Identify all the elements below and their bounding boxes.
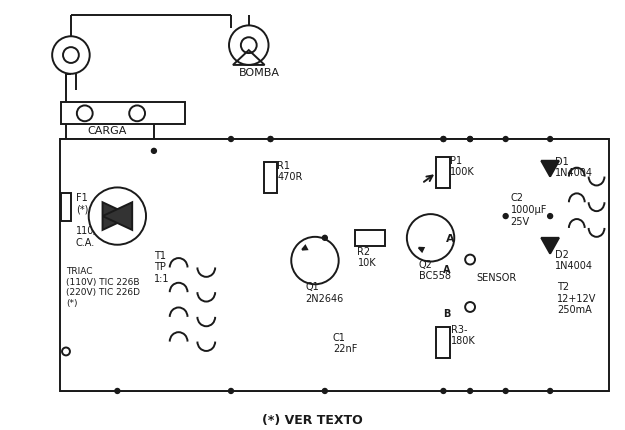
Circle shape bbox=[322, 235, 328, 240]
Text: D2
1N4004: D2 1N4004 bbox=[555, 250, 593, 271]
Text: F1
(*): F1 (*) bbox=[76, 194, 88, 215]
Circle shape bbox=[241, 37, 257, 53]
Text: C2
1000μF
25V: C2 1000μF 25V bbox=[511, 194, 547, 227]
Circle shape bbox=[322, 388, 328, 393]
Bar bbox=[61, 102, 184, 124]
Polygon shape bbox=[302, 246, 307, 250]
Text: TRIAC
(110V) TIC 226B
(220V) TIC 226D
(*): TRIAC (110V) TIC 226B (220V) TIC 226D (*… bbox=[66, 267, 140, 307]
Circle shape bbox=[503, 388, 508, 393]
Circle shape bbox=[63, 47, 79, 63]
Text: (*) VER TEXTO: (*) VER TEXTO bbox=[262, 414, 362, 427]
Text: T1
TP
1:1: T1 TP 1:1 bbox=[154, 251, 169, 284]
Polygon shape bbox=[102, 202, 132, 230]
Polygon shape bbox=[541, 238, 559, 254]
Text: SENSOR: SENSOR bbox=[476, 273, 516, 283]
Circle shape bbox=[503, 214, 508, 218]
Text: Q1
2N2646: Q1 2N2646 bbox=[305, 282, 343, 304]
Circle shape bbox=[441, 137, 446, 141]
Circle shape bbox=[268, 137, 273, 141]
Circle shape bbox=[468, 388, 472, 393]
Text: BOMBA: BOMBA bbox=[239, 68, 280, 78]
Circle shape bbox=[229, 388, 234, 393]
Text: R1
470R: R1 470R bbox=[278, 161, 302, 182]
Bar bbox=[264, 162, 278, 194]
Text: T2
12+12V
250mA: T2 12+12V 250mA bbox=[557, 282, 596, 316]
Circle shape bbox=[465, 302, 475, 312]
Bar bbox=[356, 230, 385, 246]
Bar bbox=[436, 327, 451, 358]
Text: A: A bbox=[446, 234, 455, 244]
Circle shape bbox=[468, 137, 472, 141]
Text: R3-
180K: R3- 180K bbox=[451, 325, 476, 347]
Circle shape bbox=[503, 137, 508, 141]
Polygon shape bbox=[419, 248, 424, 252]
Text: R2
10K: R2 10K bbox=[357, 247, 376, 268]
Circle shape bbox=[468, 137, 472, 141]
Bar bbox=[61, 194, 71, 221]
Circle shape bbox=[151, 148, 156, 154]
Circle shape bbox=[268, 137, 273, 141]
Circle shape bbox=[291, 237, 339, 284]
Circle shape bbox=[52, 36, 90, 74]
Text: Q2
BC558: Q2 BC558 bbox=[419, 260, 451, 281]
Circle shape bbox=[548, 137, 552, 141]
Circle shape bbox=[407, 214, 454, 261]
Text: D1
1N4004: D1 1N4004 bbox=[555, 157, 593, 178]
Circle shape bbox=[229, 137, 234, 141]
Circle shape bbox=[115, 388, 120, 393]
Circle shape bbox=[548, 388, 552, 393]
Circle shape bbox=[129, 105, 145, 121]
Text: B: B bbox=[443, 309, 451, 319]
Circle shape bbox=[229, 25, 269, 65]
Circle shape bbox=[441, 388, 446, 393]
Text: C1
22nF: C1 22nF bbox=[332, 333, 357, 354]
Circle shape bbox=[441, 137, 446, 141]
Circle shape bbox=[548, 214, 552, 218]
Polygon shape bbox=[102, 202, 132, 230]
Text: CARGA: CARGA bbox=[88, 126, 127, 136]
Circle shape bbox=[89, 187, 146, 245]
Circle shape bbox=[77, 105, 92, 121]
Bar bbox=[60, 139, 609, 391]
Circle shape bbox=[465, 255, 475, 264]
Text: 110/220V
C.A.: 110/220V C.A. bbox=[76, 226, 122, 248]
Text: A: A bbox=[443, 265, 451, 276]
Bar bbox=[436, 157, 451, 188]
Text: P1
100K: P1 100K bbox=[451, 156, 475, 178]
Polygon shape bbox=[541, 161, 559, 177]
